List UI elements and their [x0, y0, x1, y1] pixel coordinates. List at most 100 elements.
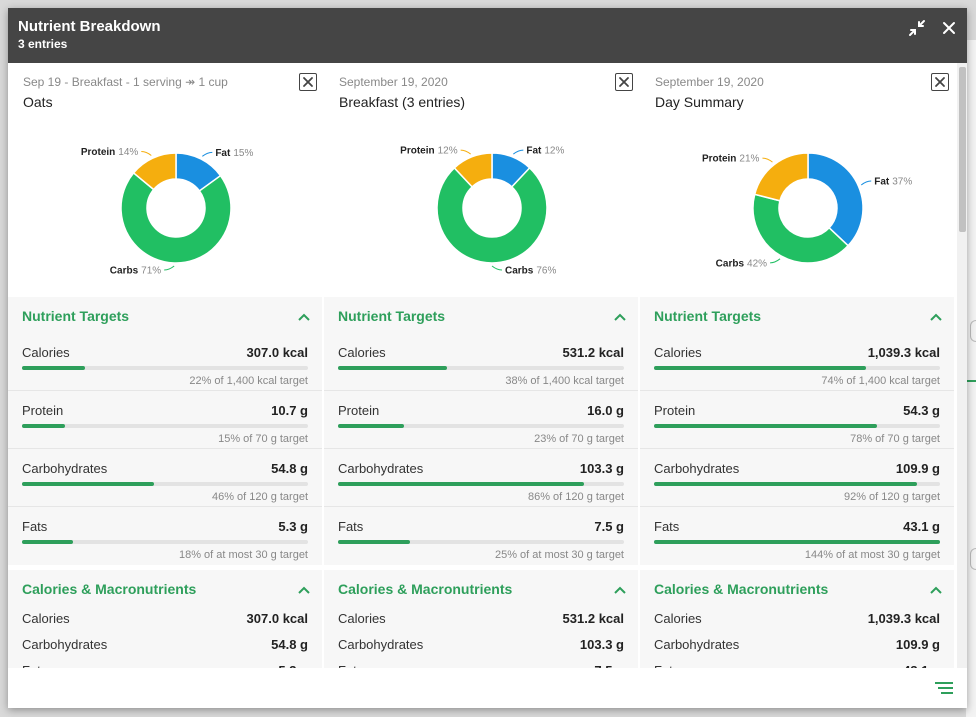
vertical-scrollbar[interactable]	[957, 63, 967, 668]
progress-track	[22, 366, 308, 370]
column-subtitle: Sep 19 - Breakfast - 1 serving ↠ 1 cup	[23, 75, 228, 89]
macro-donut-chart: Fat 12%Carbs 76%Protein 12%	[400, 146, 564, 277]
breakdown-column: Sep 19 - Breakfast - 1 serving ↠ 1 cup Oa…	[8, 63, 322, 668]
target-row: Protein 54.3 g 78% of 70 g target	[640, 391, 954, 449]
macro-label: Carbohydrates	[338, 637, 424, 652]
section-header[interactable]: Nutrient Targets	[8, 297, 322, 333]
nutrient-breakdown-dialog: Nutrient Breakdown 3 entries Sep 19 - Br…	[8, 8, 967, 708]
section-title: Nutrient Targets	[338, 308, 446, 324]
slice-protein	[132, 152, 177, 191]
macro-label: Calories	[338, 611, 386, 626]
target-row: Carbohydrates 103.3 g 86% of 120 g target	[324, 449, 638, 507]
section-title: Calories & Macronutrients	[338, 581, 513, 597]
macro-value: 7.5 g	[594, 663, 624, 668]
target-row: Protein 10.7 g 15% of 70 g target	[8, 391, 322, 449]
chevron-up-icon[interactable]	[298, 309, 310, 321]
target-label: Protein	[22, 403, 64, 418]
target-caption: 78% of 70 g target	[850, 433, 940, 445]
macro-donut-chart: Fat 15% Carbs 71% Protein 14%	[81, 147, 254, 276]
slice-leader-line	[513, 149, 524, 155]
slice-label-fat: Fat 12%	[526, 146, 564, 157]
dialog-content: Sep 19 - Breakfast - 1 serving ↠ 1 cup Oa…	[8, 63, 967, 668]
target-caption: 25% of at most 30 g target	[494, 549, 624, 561]
chevron-up-icon[interactable]	[930, 582, 942, 594]
target-value: 7.5 g	[594, 519, 624, 534]
section-header[interactable]: Nutrient Targets	[640, 297, 954, 333]
slice-percent: 76%	[536, 266, 556, 277]
remove-column-icon[interactable]	[931, 73, 949, 91]
slice-label-carbs: Carbs 76%	[505, 266, 556, 277]
slice-label-protein: Protein 14%	[81, 147, 139, 158]
slice-name: Protein	[400, 146, 434, 157]
macro-value: 54.8 g	[271, 637, 308, 652]
collapse-arrows-icon[interactable]	[907, 18, 927, 38]
target-caption: 15% of 70 g target	[218, 433, 308, 445]
slice-name: Fat	[215, 148, 231, 159]
macro-label: Calories	[654, 611, 702, 626]
chevron-up-icon[interactable]	[614, 582, 626, 594]
nutrient-targets-section: Nutrient Targets Calories 307.0 kcal 22% of…	[8, 297, 322, 565]
calories-macros-section: Calories & Macronutrients Calories 307.0 k…	[8, 570, 322, 668]
scrollbar-thumb[interactable]	[959, 67, 966, 232]
slice-fat	[807, 152, 864, 247]
column-header: September 19, 2020 Breakfast (3 entries) F…	[324, 63, 638, 297]
section-header[interactable]: Calories & Macronutrients	[8, 570, 322, 606]
background-divider	[966, 380, 976, 382]
chevron-up-icon[interactable]	[614, 309, 626, 321]
section-header[interactable]: Nutrient Targets	[324, 297, 638, 333]
dialog-titlebar: Nutrient Breakdown 3 entries	[8, 8, 967, 63]
progress-fill	[654, 424, 878, 428]
slice-name: Fat	[874, 176, 890, 187]
target-label: Calories	[22, 345, 70, 360]
slice-carbs	[120, 171, 232, 264]
slice-leader-line	[164, 265, 175, 271]
target-row: Fats 5.3 g 18% of at most 30 g target	[8, 507, 322, 565]
progress-fill	[338, 366, 447, 370]
dialog-title: Nutrient Breakdown	[18, 18, 161, 35]
section-header[interactable]: Calories & Macronutrients	[640, 570, 954, 606]
column-subtitle: September 19, 2020	[655, 75, 764, 89]
slice-percent: 21%	[739, 154, 759, 165]
slice-percent: 14%	[118, 147, 138, 158]
slice-name: Fat	[526, 146, 542, 157]
progress-track	[22, 424, 308, 428]
target-label: Calories	[338, 345, 386, 360]
column-title: Oats	[23, 94, 53, 110]
slice-percent: 42%	[747, 258, 767, 269]
progress-track	[22, 540, 308, 544]
target-value: 1,039.3 kcal	[867, 345, 940, 360]
target-value: 54.3 g	[903, 403, 940, 418]
slice-leader-line	[762, 157, 773, 163]
slice-label-carbs: Carbs 71%	[110, 265, 161, 276]
chevron-up-icon[interactable]	[298, 582, 310, 594]
target-row: Calories 307.0 kcal 22% of 1,400 kcal targ…	[8, 333, 322, 391]
section-header[interactable]: Calories & Macronutrients	[324, 570, 638, 606]
slice-leader-line	[460, 149, 471, 155]
calories-macros-section: Calories & Macronutrients Calories 531.2 k…	[324, 570, 638, 668]
macro-row: Fats 5.3 g	[8, 658, 322, 668]
column-header: September 19, 2020 Day Summary Fat 37% Carbs…	[640, 63, 954, 297]
slice-name: Protein	[81, 147, 115, 158]
section-title: Calories & Macronutrients	[22, 581, 197, 597]
align-lines-icon[interactable]	[935, 681, 953, 695]
slice-leader-line	[860, 180, 872, 186]
target-caption: 46% of 120 g target	[211, 491, 308, 503]
macro-value: 43.1 g	[903, 663, 940, 668]
target-row: Fats 43.1 g 144% of at most 30 g target	[640, 507, 954, 565]
macro-donut-chart: Fat 37% Carbs 42% Protein 21%	[702, 152, 912, 269]
macro-row: Calories 531.2 kcal	[324, 606, 638, 632]
macro-label: Fats	[654, 663, 679, 668]
close-icon[interactable]	[939, 18, 959, 38]
target-caption: 38% of 1,400 kcal target	[505, 375, 624, 387]
target-value: 16.0 g	[587, 403, 624, 418]
chevron-up-icon[interactable]	[930, 309, 942, 321]
target-label: Fats	[22, 519, 48, 534]
column-title: Breakfast (3 entries)	[339, 94, 466, 110]
slice-percent: 71%	[141, 265, 161, 276]
remove-column-icon[interactable]	[299, 73, 317, 91]
slice-carbs	[752, 193, 850, 264]
remove-column-icon[interactable]	[615, 73, 633, 91]
slice-name: Carbs	[716, 258, 745, 269]
macro-value: 5.3 g	[278, 663, 308, 668]
macro-value: 531.2 kcal	[562, 611, 624, 626]
